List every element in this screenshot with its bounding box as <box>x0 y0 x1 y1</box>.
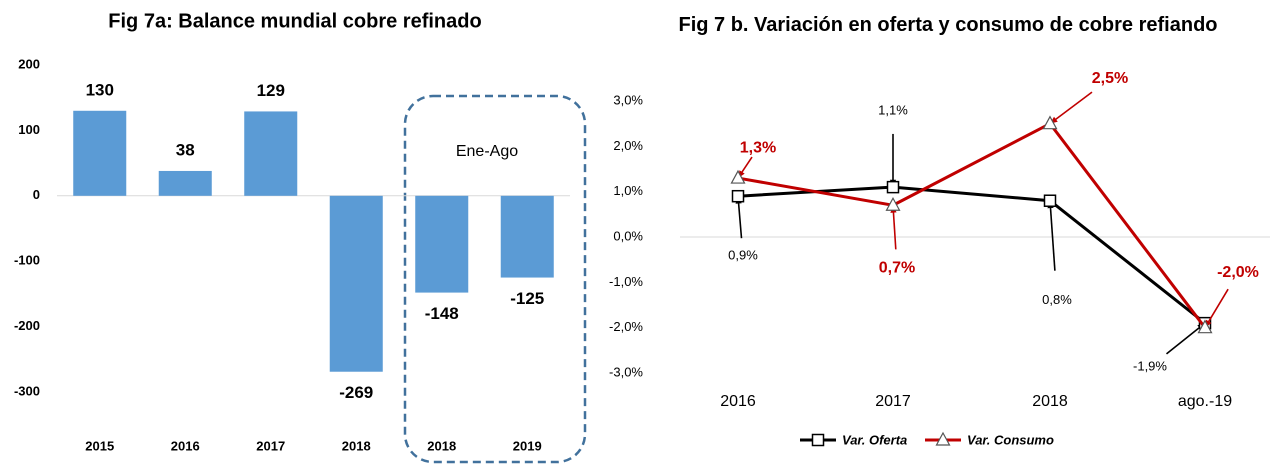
y-tick-label: 200 <box>18 56 40 71</box>
chart-title: Fig 7a: Balance mundial cobre refinado <box>108 10 481 32</box>
x-tick-label: 2018 <box>342 438 371 453</box>
marker <box>885 197 901 211</box>
marker <box>1197 319 1213 334</box>
data-label: -148 <box>425 304 459 323</box>
x-tick-label: 2017 <box>256 438 285 453</box>
label-arrow <box>1049 200 1056 271</box>
marker <box>730 169 746 184</box>
x-tick-label: 2016 <box>171 438 200 453</box>
marker <box>811 433 825 447</box>
y-tick-label: -200 <box>14 318 40 333</box>
data-label: 0,7% <box>879 259 915 276</box>
marker <box>1043 194 1057 207</box>
y-tick-label: -100 <box>14 253 40 268</box>
data-label: 129 <box>257 81 285 100</box>
x-tick-label: 2016 <box>720 393 756 410</box>
bar <box>415 195 469 293</box>
legend-label: Var. Oferta <box>842 432 907 447</box>
data-label: -269 <box>339 383 373 402</box>
series-line <box>737 121 1207 329</box>
y-tick-label: -1,0% <box>609 274 643 289</box>
y-tick-label: -2,0% <box>609 319 643 334</box>
annotation: Ene-Ago <box>456 143 518 160</box>
y-tick-label: 2,0% <box>613 138 643 153</box>
x-tick-label: 2018 <box>427 438 456 453</box>
data-label: 0,9% <box>728 248 758 263</box>
y-tick-label: 100 <box>18 122 40 137</box>
y-tick-label: 0 <box>33 187 40 202</box>
marker <box>1042 115 1058 130</box>
bar <box>329 195 383 372</box>
y-tick-label: -3,0% <box>609 364 643 379</box>
marker <box>935 431 951 446</box>
label-arrow <box>1166 322 1206 355</box>
x-tick-label: 2017 <box>875 393 911 410</box>
series-line <box>737 185 1206 325</box>
chart-title: Fig 7 b. Variación en oferta y consumo d… <box>678 14 1218 36</box>
data-label: 1,3% <box>740 139 776 156</box>
data-label: 38 <box>176 140 195 159</box>
x-tick-label: ago.-19 <box>1178 393 1232 410</box>
bar <box>158 170 212 196</box>
y-tick-label: 0,0% <box>613 228 643 243</box>
bar <box>73 110 127 196</box>
x-tick-label: 2019 <box>513 438 542 453</box>
data-label: 2,5% <box>1092 70 1128 87</box>
data-label: -125 <box>510 289 544 308</box>
y-tick-label: 3,0% <box>613 92 643 107</box>
data-label: 1,1% <box>878 103 908 118</box>
marker <box>886 180 900 194</box>
x-tick-label: 2015 <box>85 438 114 453</box>
bar <box>500 195 554 278</box>
data-label: -1,9% <box>1133 359 1167 374</box>
data-label: -2,0% <box>1217 264 1259 281</box>
label-arrow <box>1204 288 1229 329</box>
data-label: 130 <box>86 80 114 99</box>
data-label: 0,8% <box>1042 292 1072 307</box>
y-tick-label: -300 <box>14 383 40 398</box>
legend-label: Var. Consumo <box>967 432 1054 447</box>
x-tick-label: 2018 <box>1032 393 1068 410</box>
label-arrow <box>1049 91 1093 125</box>
bar <box>244 111 298 196</box>
y-tick-label: 1,0% <box>613 183 643 198</box>
marker <box>731 189 745 203</box>
